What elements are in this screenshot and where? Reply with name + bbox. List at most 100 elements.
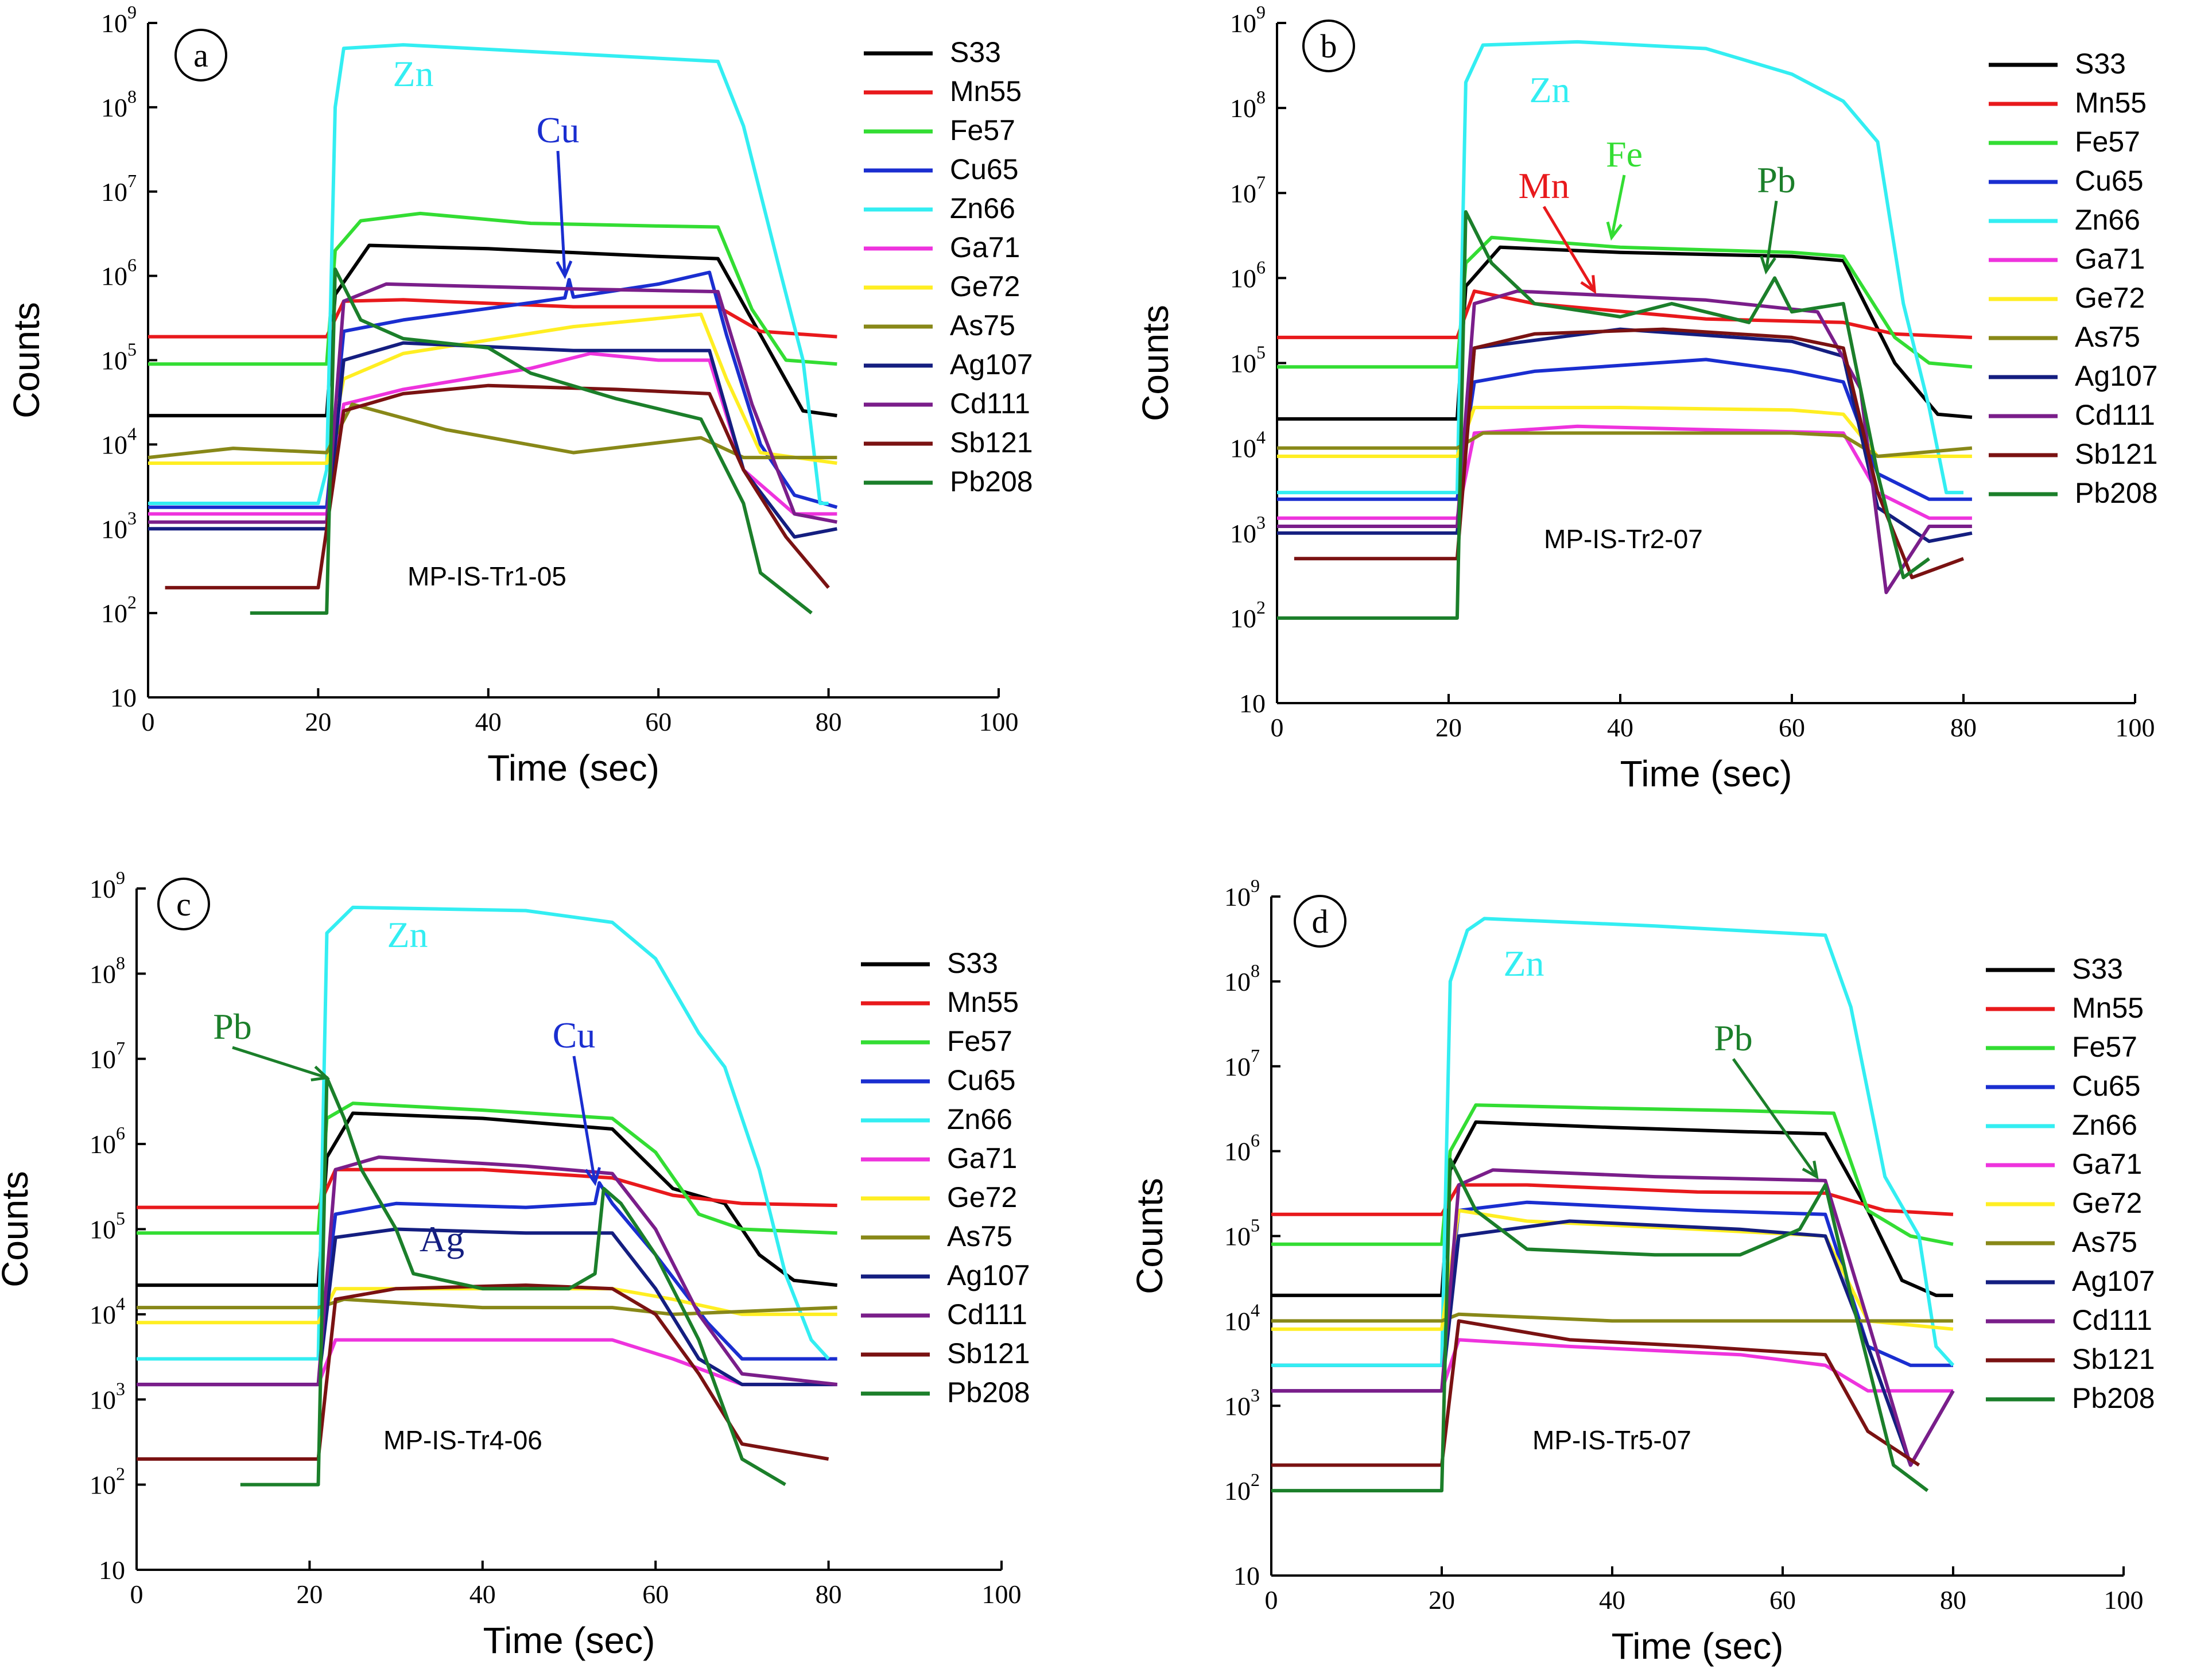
legend-label-mn55: Mn55 (2072, 992, 2144, 1024)
series-line-ag107 (148, 341, 837, 539)
legend-label-s33: S33 (950, 36, 1001, 68)
y-tick-label: 107 (90, 1038, 125, 1074)
y-tick-label-base: 10 (1224, 1222, 1251, 1251)
x-axis-title: Time (sec) (1612, 1625, 1784, 1667)
series-line-zn66 (148, 43, 829, 505)
y-tick-label-base: 10 (1230, 9, 1256, 38)
y-tick-label-base: 10 (101, 599, 127, 628)
series-line-as75 (1271, 1312, 1953, 1323)
y-tick-label: 109 (1230, 2, 1266, 38)
y-tick-label-exponent: 3 (127, 507, 137, 528)
x-tick-label: 80 (1950, 713, 1977, 742)
annotation-ag: Ag (420, 1219, 464, 1259)
y-tick-label: 10 (1239, 689, 1266, 718)
y-tick-label: 106 (1230, 257, 1266, 293)
legend-label-pb208: Pb208 (2075, 477, 2158, 509)
y-tick-label-base: 10 (1230, 349, 1256, 378)
series-line-ge72 (1271, 1209, 1954, 1331)
x-tick-label: 80 (816, 707, 842, 736)
y-tick-label-exponent: 9 (1256, 2, 1266, 22)
series-line-pb208 (1277, 210, 1930, 620)
y-tick-label-exponent: 5 (1256, 342, 1266, 363)
legend-label-fe57: Fe57 (947, 1025, 1012, 1057)
x-tick-label: 60 (1779, 713, 1805, 742)
y-tick-label-base: 10 (101, 177, 127, 207)
panel-letter: d (1312, 903, 1329, 940)
panel-letter-circle (1302, 20, 1355, 72)
legend-label-cd111: Cd111 (947, 1298, 1027, 1330)
y-tick-label-base: 10 (1230, 519, 1256, 548)
series-line-pb208 (240, 1076, 786, 1487)
x-tick-label: 0 (1265, 1585, 1278, 1615)
x-tick-label: 80 (1940, 1585, 1966, 1615)
y-tick-label-exponent: 7 (127, 170, 137, 191)
legend-label-fe57: Fe57 (2072, 1031, 2137, 1063)
y-tick-label-base: 10 (1224, 1137, 1251, 1166)
legend-label-ge72: Ge72 (2075, 282, 2145, 314)
y-tick-label-base: 10 (101, 93, 127, 122)
y-tick-label-exponent: 6 (127, 255, 137, 276)
x-tick-label: 100 (2104, 1585, 2144, 1615)
legend-label-zn66: Zn66 (950, 192, 1015, 224)
y-tick-label-base: 10 (1230, 179, 1256, 208)
y-tick-label-base: 10 (1230, 434, 1256, 463)
y-tick-label-base: 10 (90, 1385, 116, 1414)
y-tick-label-exponent: 4 (1256, 427, 1266, 448)
panel-letter-circle (157, 878, 210, 930)
y-tick-label-exponent: 5 (1251, 1215, 1260, 1236)
annotation-arrow-fe (1610, 174, 1626, 238)
annotation-zn: Zn (387, 914, 428, 955)
legend-label-pb208: Pb208 (2072, 1382, 2155, 1414)
series-line-mn55 (137, 1167, 837, 1209)
y-tick-label-base: 10 (101, 9, 127, 38)
series-line-zn66 (1277, 40, 1963, 495)
legend-label-fe57: Fe57 (950, 114, 1015, 146)
y-tick-label-base: 10 (101, 346, 127, 375)
legend-label-ag107: Ag107 (947, 1259, 1030, 1291)
x-tick-label: 0 (142, 707, 155, 736)
y-tick-label-exponent: 5 (127, 339, 137, 360)
legend-label-zn66: Zn66 (947, 1103, 1012, 1135)
y-tick-label-exponent: 4 (1251, 1299, 1260, 1320)
y-tick-label-base: 10 (90, 874, 116, 903)
y-tick-label: 103 (1230, 512, 1266, 548)
y-tick-label: 102 (90, 1464, 125, 1500)
x-tick-label: 40 (475, 707, 502, 736)
y-tick-label-base: 10 (90, 1215, 116, 1244)
y-tick-label-exponent: 2 (1251, 1469, 1260, 1490)
panel-letter: a (193, 37, 208, 74)
series-line-cu65 (148, 270, 838, 509)
legend-label-mn55: Mn55 (950, 75, 1022, 107)
annotation-arrow-mn (1542, 205, 1596, 292)
y-tick-label: 103 (101, 507, 137, 544)
x-tick-label: 20 (1429, 1585, 1455, 1615)
series-line-s33 (137, 1111, 838, 1287)
x-tick-label: 60 (642, 1580, 669, 1609)
legend-label-sb121: Sb121 (950, 426, 1033, 459)
sample-label: MP-IS-Tr1-05 (407, 561, 566, 591)
panel-letter-circle (1294, 895, 1346, 948)
legend-label-pb208: Pb208 (947, 1376, 1030, 1409)
y-tick-label-base: 10 (110, 683, 137, 712)
series-line-fe57 (1277, 235, 1973, 369)
y-tick-label-exponent: 3 (1256, 512, 1266, 533)
y-tick-label-base: 10 (90, 1471, 116, 1500)
legend-label-ag107: Ag107 (2075, 360, 2158, 392)
legend-label-as75: As75 (2075, 321, 2140, 353)
legend-label-s33: S33 (2075, 48, 2126, 80)
y-tick-label: 105 (101, 339, 137, 375)
y-tick-label: 104 (90, 1293, 125, 1329)
y-tick-label-exponent: 7 (1256, 172, 1266, 192)
y-tick-label-base: 10 (1233, 1561, 1260, 1590)
x-tick-label: 20 (305, 707, 331, 736)
legend-label-sb121: Sb121 (947, 1337, 1030, 1369)
y-tick-label-base: 10 (1239, 689, 1266, 718)
y-tick-label: 105 (1224, 1215, 1260, 1251)
y-tick-label-exponent: 7 (1251, 1045, 1260, 1066)
y-tick-label-base: 10 (101, 430, 127, 459)
legend-label-cd111: Cd111 (2072, 1304, 2152, 1336)
x-tick-label: 40 (1607, 713, 1633, 742)
legend-label-ga71: Ga71 (2072, 1148, 2142, 1180)
